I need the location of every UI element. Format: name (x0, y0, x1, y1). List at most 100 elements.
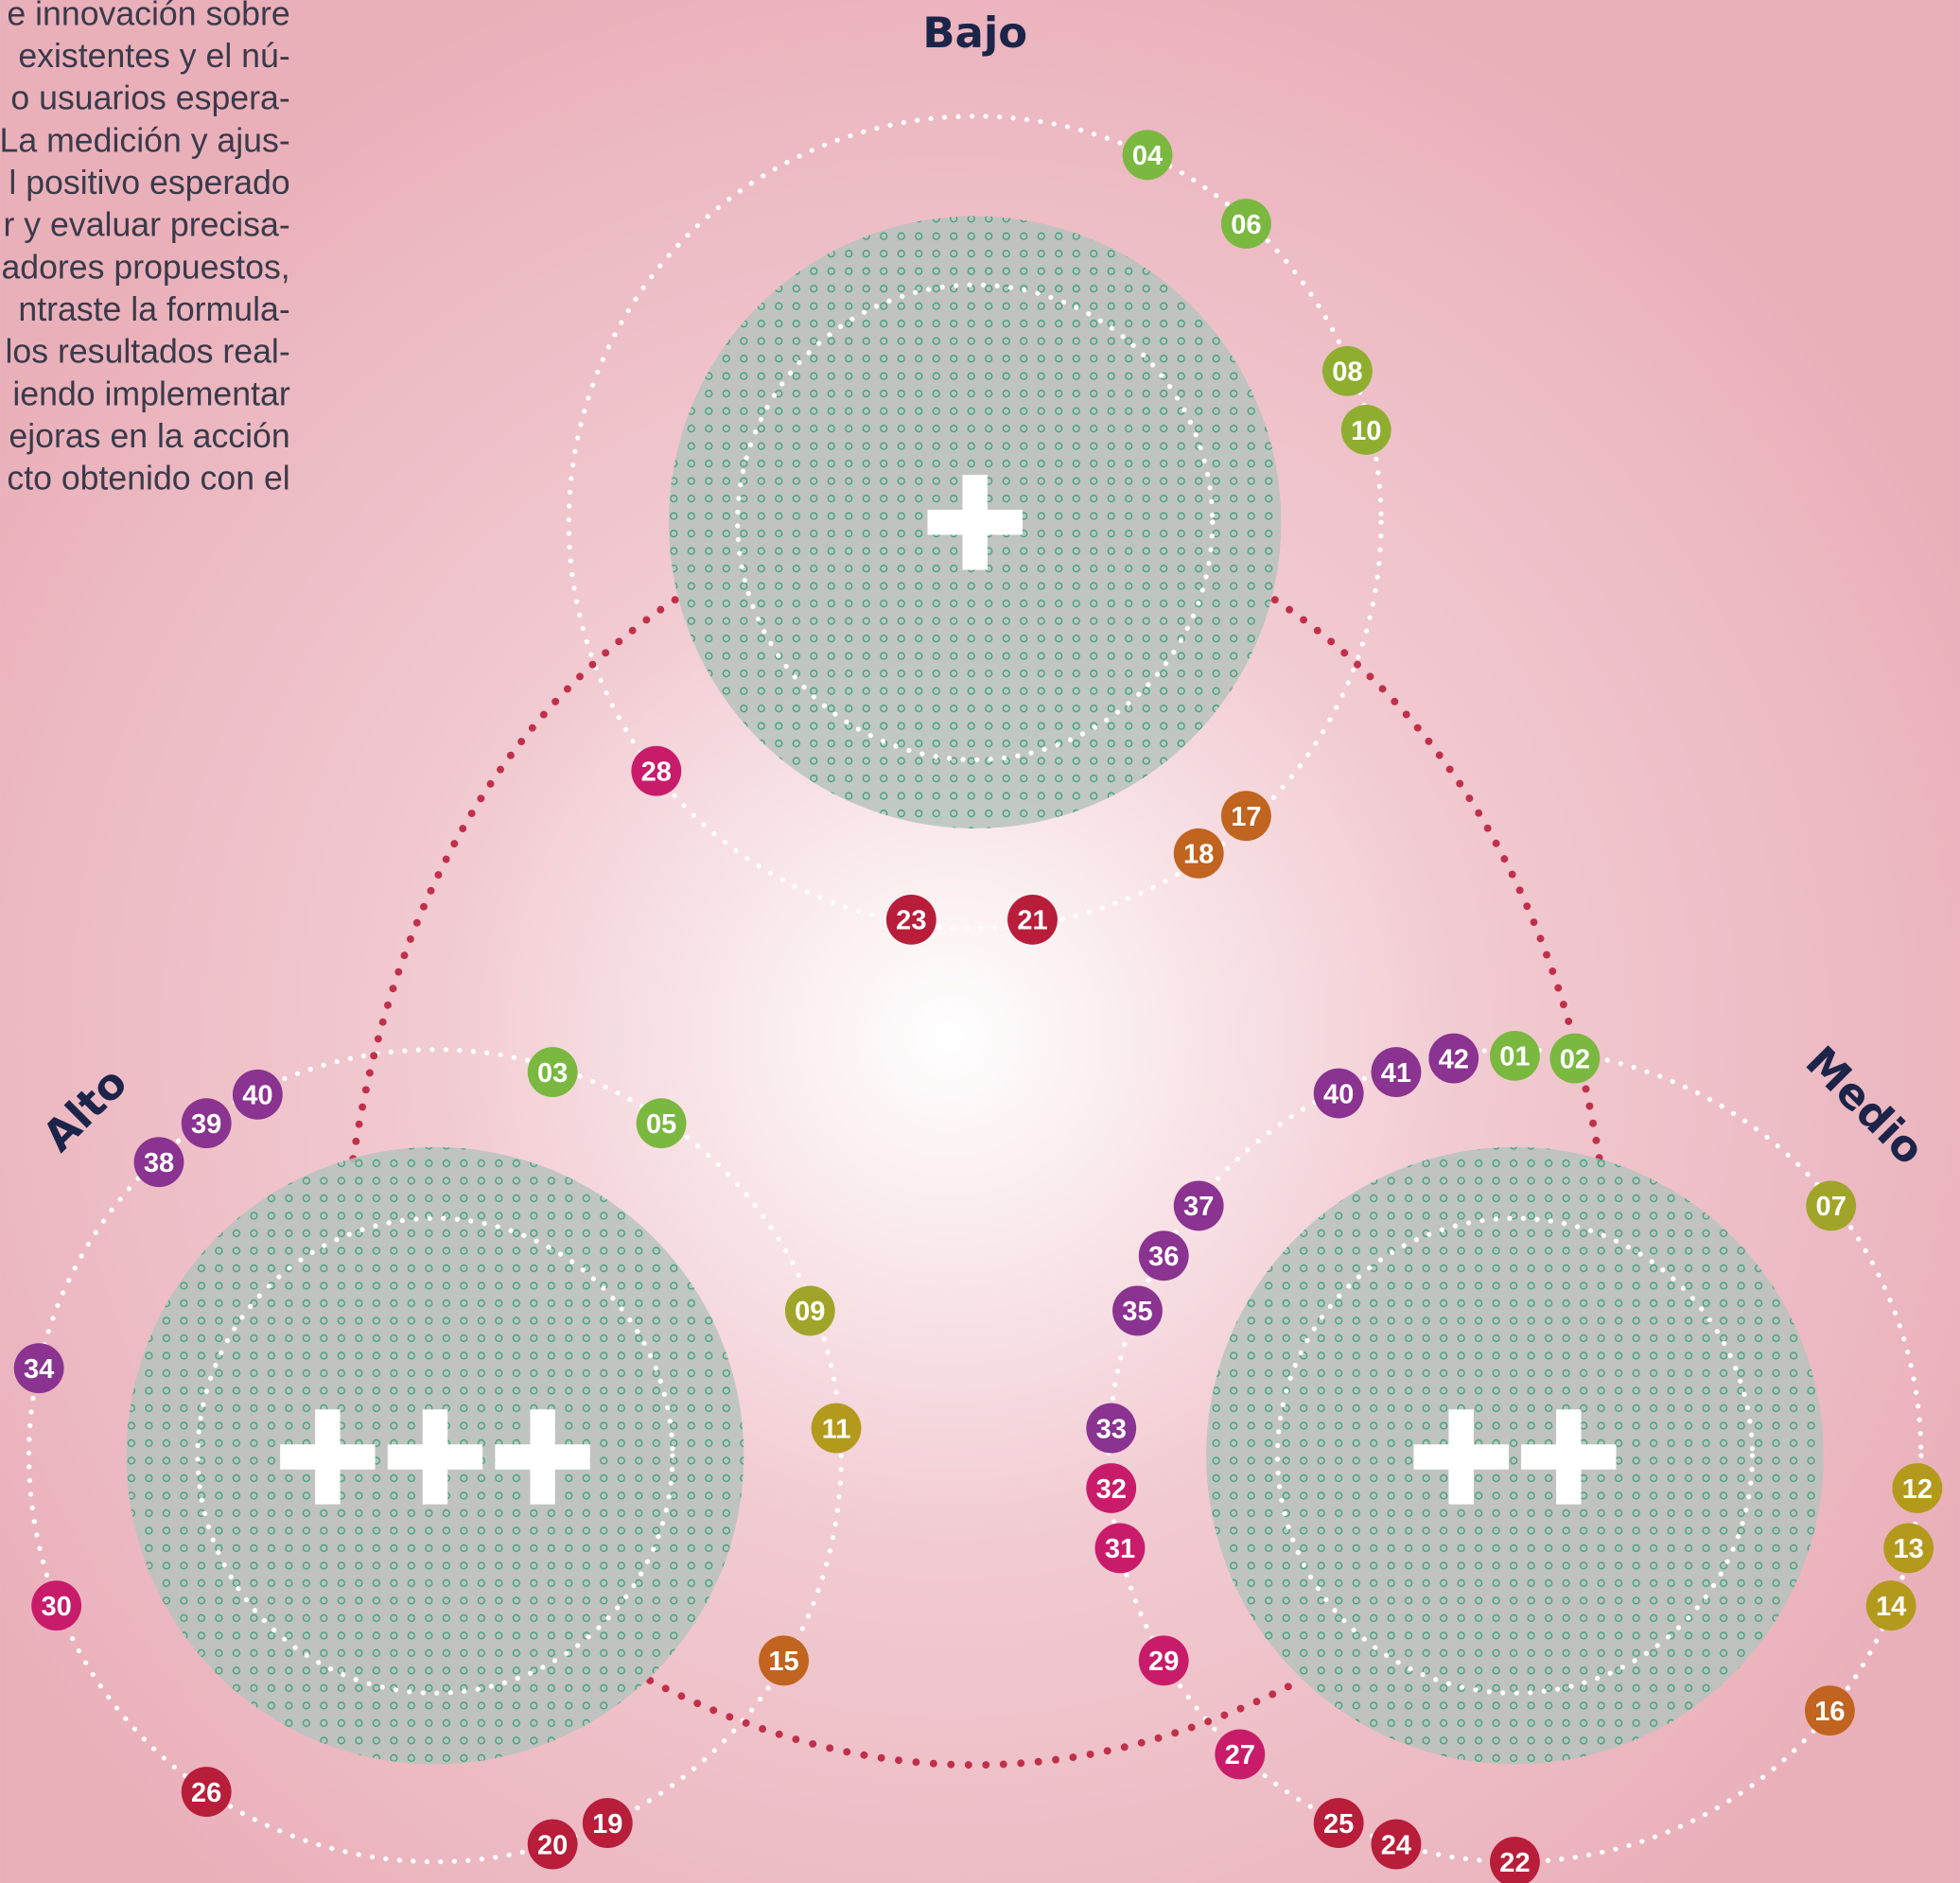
badge-circle (1220, 199, 1271, 249)
badge-label: 16 (1814, 1697, 1845, 1727)
badge-label: 36 (1148, 1242, 1179, 1272)
badge-circle (1173, 828, 1224, 879)
badge-label: 41 (1381, 1058, 1411, 1089)
badge: 40 (1313, 1068, 1364, 1119)
badge: 32 (1086, 1463, 1137, 1513)
badge-label: 27 (1225, 1740, 1255, 1770)
badge-circle (1322, 345, 1373, 396)
badge: 42 (1428, 1033, 1479, 1084)
badge: 08 (1322, 345, 1373, 396)
badge-label: 03 (537, 1058, 568, 1089)
badge: 12 (1892, 1463, 1943, 1513)
badge-circle (1215, 1729, 1266, 1780)
badge: 04 (1122, 130, 1173, 181)
paragraph-line: l positivo esperado (9, 164, 289, 201)
circle-right (1206, 1146, 1824, 1765)
badge: 33 (1086, 1403, 1137, 1454)
badge: 14 (1865, 1580, 1916, 1631)
badge-circle (31, 1580, 82, 1631)
badge-label: 07 (1816, 1192, 1846, 1222)
circle-left (126, 1146, 744, 1765)
badge-circle (13, 1343, 64, 1394)
badge-circle (582, 1798, 633, 1849)
badge-circle (1865, 1580, 1916, 1631)
badge-label: 19 (592, 1809, 622, 1839)
badge: 36 (1138, 1230, 1189, 1281)
badge-circle (1086, 1463, 1137, 1513)
badge-label: 31 (1105, 1534, 1135, 1564)
badge-label: 06 (1231, 210, 1261, 240)
badge-label: 40 (1323, 1079, 1354, 1109)
badge: 23 (885, 894, 936, 945)
badge: 07 (1806, 1180, 1857, 1231)
outer-rings (26, 113, 1924, 1865)
badge: 06 (1220, 199, 1271, 249)
badge-label: 29 (1148, 1647, 1179, 1677)
paragraph-line: La medición y ajus- (0, 121, 290, 159)
badge-label: 01 (1499, 1042, 1530, 1072)
badge: 15 (759, 1635, 809, 1686)
badge: 29 (1138, 1635, 1189, 1686)
badge: 18 (1173, 828, 1224, 879)
badge: 05 (636, 1098, 687, 1149)
badge: 28 (631, 745, 682, 796)
badge-circle (1138, 1230, 1189, 1281)
badge: 31 (1094, 1523, 1146, 1574)
badge-label: 26 (191, 1778, 221, 1808)
badge: 30 (31, 1580, 82, 1631)
badge-circle (1173, 1180, 1224, 1231)
badges: 04 06 08 10 28 17 18 23 21 03 05 40 39 38 40 41 42 01 02 07… (13, 130, 1943, 1883)
paragraph-line: iendo implementar (12, 375, 289, 412)
badge-label: 34 (24, 1354, 54, 1385)
badge: 13 (1883, 1523, 1934, 1574)
badge-circle (1883, 1523, 1934, 1574)
badge-label: 21 (1017, 906, 1047, 936)
badge-circle (133, 1137, 184, 1188)
badge-label: 32 (1096, 1474, 1127, 1505)
badge-circle (631, 745, 682, 796)
badge: 39 (181, 1098, 232, 1149)
badge: 41 (1371, 1047, 1422, 1097)
badge-label: 12 (1902, 1474, 1933, 1505)
badge: 20 (527, 1819, 578, 1870)
badge-label: 17 (1231, 802, 1261, 832)
badge-label: 18 (1183, 840, 1214, 870)
badge-label: 42 (1439, 1044, 1469, 1074)
paragraph-line: existentes y el nú- (18, 37, 289, 75)
paragraph-line: ejoras en la acción (9, 417, 289, 455)
badge-label: 14 (1876, 1592, 1906, 1622)
badge: 26 (181, 1767, 232, 1817)
badge-circle (1490, 1030, 1540, 1081)
badge-label: 37 (1183, 1192, 1214, 1222)
badge-circle (1804, 1685, 1855, 1736)
badge: 16 (1804, 1685, 1855, 1736)
paragraph-line: cto obtenido con el (7, 460, 289, 497)
paragraph-line: los resultados real- (5, 333, 289, 371)
badge: 38 (133, 1137, 184, 1188)
badge-circle (1490, 1837, 1540, 1883)
badge: 40 (232, 1069, 283, 1120)
badge-label: 24 (1381, 1830, 1411, 1860)
badge-label: 23 (896, 906, 926, 936)
circle-top (669, 216, 1282, 828)
badge-label: 11 (822, 1414, 851, 1444)
badge-label: 15 (768, 1647, 798, 1677)
badge-circle (885, 894, 936, 945)
badge-label: 02 (1560, 1044, 1590, 1074)
paragraph-line: ntraste la formula- (18, 290, 289, 328)
badge-label: 35 (1122, 1297, 1152, 1327)
badge-label: 33 (1096, 1414, 1127, 1444)
badge-circle (1371, 1047, 1422, 1097)
badge-circle (1371, 1819, 1422, 1870)
badge: 17 (1220, 791, 1271, 842)
badge-circle (181, 1098, 232, 1149)
badge-circle (1549, 1033, 1601, 1084)
badge-label: 28 (641, 757, 672, 787)
badge-circle (1138, 1635, 1189, 1686)
badge: 24 (1371, 1819, 1422, 1870)
badge: 03 (527, 1047, 578, 1097)
badge-circle (1313, 1068, 1364, 1119)
badge: 09 (784, 1285, 835, 1336)
badge-label: 13 (1893, 1534, 1923, 1564)
